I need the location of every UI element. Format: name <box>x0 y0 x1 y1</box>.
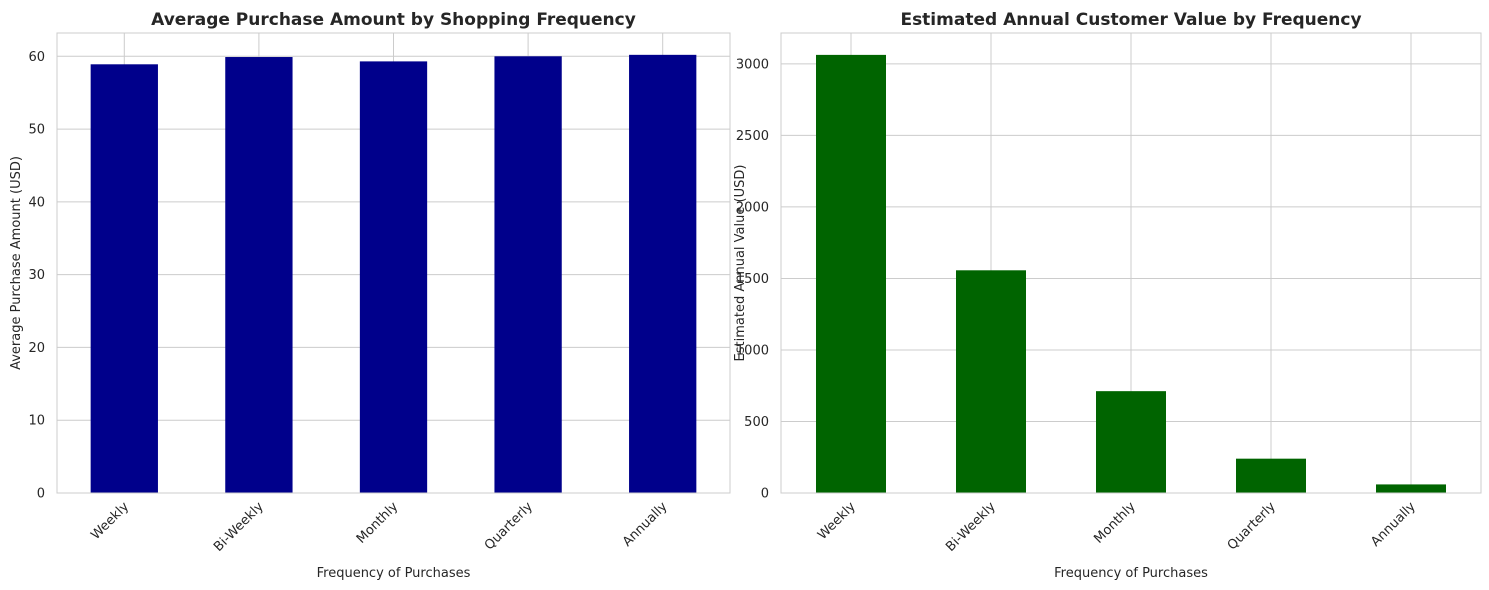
bar-monthly <box>359 61 428 493</box>
x-axis-label: Frequency of Purchases <box>1054 566 1208 581</box>
y-tick-label: 20 <box>28 341 45 356</box>
x-tick-label: Quarterly <box>482 499 536 553</box>
bar-weekly <box>816 54 886 493</box>
x-tick-label: Quarterly <box>1225 499 1279 553</box>
x-tick-label: Monthly <box>1091 499 1139 547</box>
x-tick-label: Monthly <box>354 499 402 547</box>
x-tick-label: Annually <box>620 499 671 550</box>
bar-quarterly <box>494 56 562 493</box>
chart-2: 0 500 1000 1500 2000 2500 3000 Weekly Bi-Weekly M… <box>733 10 1482 581</box>
y-tick-label: 10 <box>28 414 45 429</box>
bar-annually <box>1376 484 1446 493</box>
chart-title: Estimated Annual Customer Value by Frequ… <box>900 10 1361 30</box>
bar-bi-weekly <box>225 57 293 494</box>
y-tick-label: 30 <box>28 268 45 283</box>
x-tick-label: Weekly <box>88 499 132 543</box>
x-tick-label: Annually <box>1368 499 1419 550</box>
y-tick-label: 3000 <box>736 57 769 72</box>
axes-frame <box>56 32 731 494</box>
y-tick-label: 500 <box>744 415 769 430</box>
y-tick-label: 1000 <box>736 343 769 358</box>
chart-1: 0 10 20 30 40 50 60 Weekly Bi-Weekly Monthly Quart… <box>9 10 731 581</box>
y-tick-label: 2000 <box>736 200 769 215</box>
bar-annually <box>629 54 697 493</box>
x-tick-label: Weekly <box>815 499 859 543</box>
chart-title: Average Purchase Amount by Shopping Freq… <box>151 10 636 30</box>
y-tick-label: 2500 <box>736 129 769 144</box>
bar-bi-weekly <box>956 270 1026 493</box>
x-tick-label: Bi-Weekly <box>943 499 999 555</box>
x-axis-label: Frequency of Purchases <box>317 566 471 581</box>
y-tick-label: 60 <box>28 50 45 65</box>
y-tick-label: 40 <box>28 195 45 210</box>
y-tick-label: 50 <box>28 123 45 138</box>
y-tick-label: 0 <box>37 487 45 502</box>
bar-monthly <box>1096 391 1166 493</box>
bar-quarterly <box>1236 458 1306 493</box>
axes-frame <box>780 32 1482 494</box>
bar-weekly <box>90 64 158 493</box>
y-tick-label: 1500 <box>736 272 769 287</box>
y-axis-label: Average Purchase Amount (USD) <box>9 156 24 370</box>
y-axis-label: Estimated Annual Value (USD) <box>733 165 748 362</box>
x-tick-label: Bi-Weekly <box>211 499 267 555</box>
y-tick-label: 0 <box>761 487 769 502</box>
